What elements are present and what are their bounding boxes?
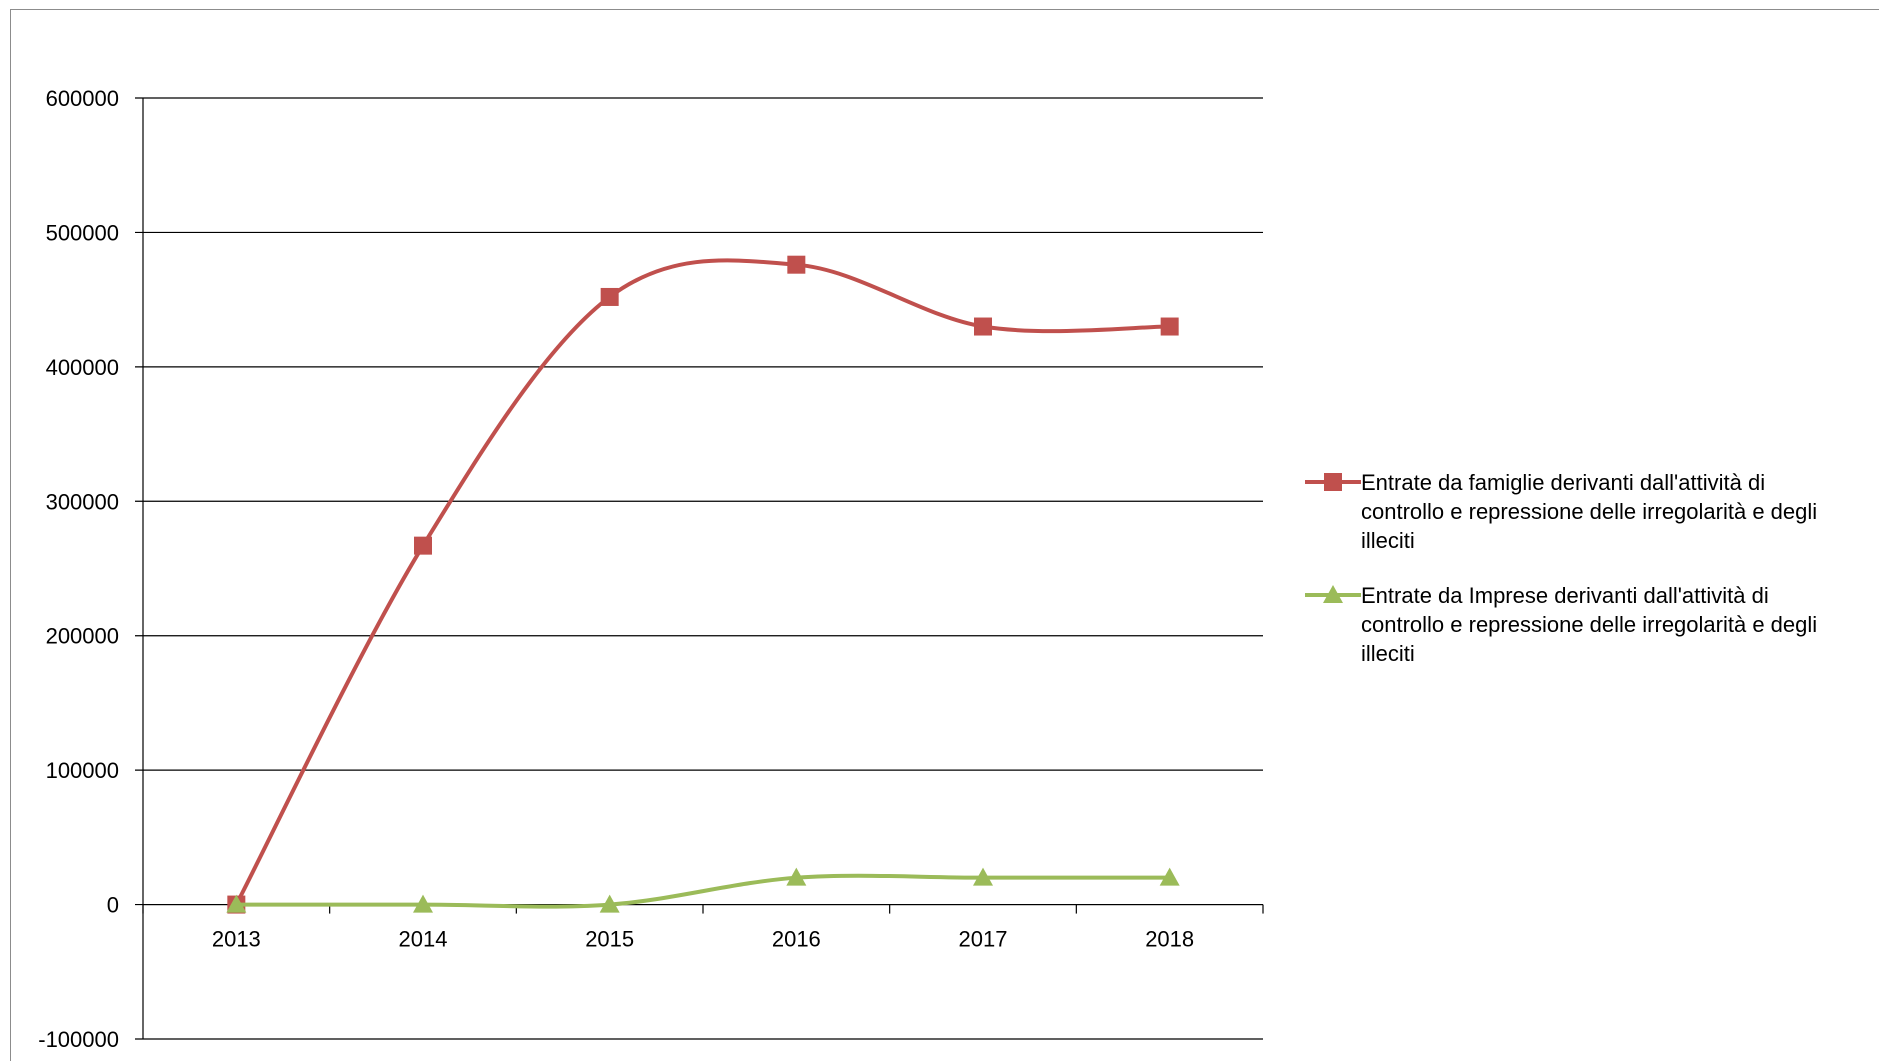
series-line: [234, 258, 1172, 907]
series-layer: [226, 255, 1180, 914]
data-point: [787, 255, 806, 274]
series-2: [226, 867, 1180, 913]
y-tick-label: 600000: [46, 86, 119, 111]
x-tick-label: 2017: [959, 927, 1008, 952]
data-point: [226, 894, 247, 913]
data-point: [1159, 867, 1180, 886]
data-point: [600, 287, 619, 306]
data-point: [786, 867, 807, 886]
series-line: [234, 873, 1172, 909]
data-point: [414, 536, 432, 555]
legend-label: illeciti: [1361, 528, 1415, 553]
data-point: [973, 867, 993, 886]
legend-entry: Entrate da famiglie derivanti dall'attiv…: [1305, 470, 1817, 553]
data-point: [413, 894, 433, 913]
legend-entry: Entrate da Imprese derivanti dall'attivi…: [1305, 583, 1817, 666]
legend-label: illeciti: [1361, 641, 1415, 666]
data-point: [974, 317, 992, 336]
grid-layer: [135, 97, 1263, 1040]
y-tick-label: 400000: [46, 355, 119, 380]
y-tick-label: 0: [107, 893, 119, 918]
chart-frame: [10, 9, 1879, 1061]
y-tick-label: -100000: [38, 1027, 119, 1052]
legend-swatch-marker: [1323, 585, 1343, 603]
x-tick-label: 2018: [1145, 927, 1194, 952]
y-tick-label: 300000: [46, 489, 119, 514]
legend-label: Entrate da famiglie derivanti dall'attiv…: [1361, 470, 1765, 495]
y-tick-label: 200000: [46, 624, 119, 649]
legend-swatch-marker: [1324, 473, 1342, 491]
x-tick-label: 2015: [585, 927, 634, 952]
x-tick-label: 2016: [772, 927, 821, 952]
axis-layer: 600000 500000 400000 300000 200000 100000 0 -10…: [38, 86, 1264, 1052]
legend: Entrate da famiglie derivanti dall'attiv…: [1305, 470, 1817, 666]
x-tick-label: 2013: [212, 927, 261, 952]
legend-label: controllo e repressione delle irregolari…: [1361, 499, 1817, 524]
y-tick-label: 100000: [46, 758, 119, 783]
data-point: [599, 894, 620, 913]
series-1: [227, 255, 1179, 914]
legend-label: Entrate da Imprese derivanti dall'attivi…: [1361, 583, 1769, 608]
legend-label: controllo e repressione delle irregolari…: [1361, 612, 1817, 637]
x-tick-label: 2014: [399, 927, 448, 952]
y-tick-label: 500000: [46, 220, 119, 245]
data-point: [1160, 317, 1179, 336]
